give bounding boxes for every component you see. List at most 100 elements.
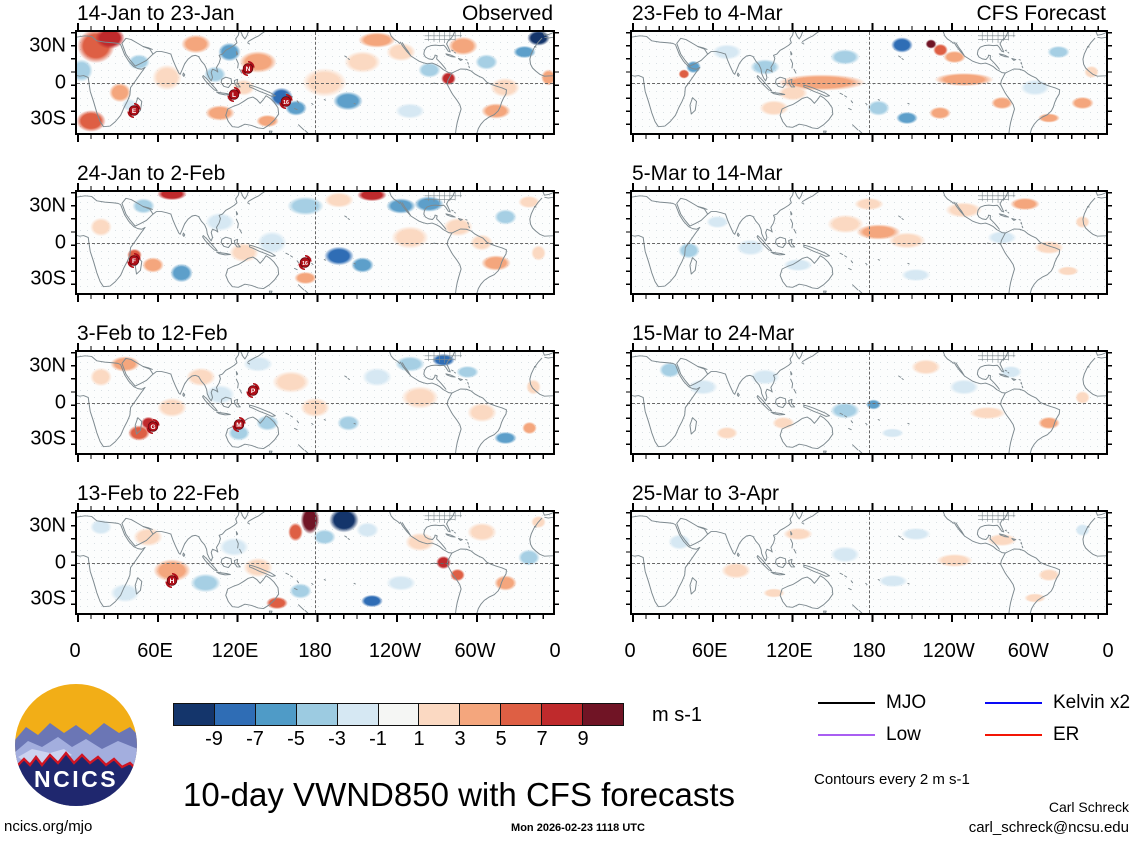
anomaly-blob [238, 354, 277, 375]
anomaly-blob [491, 429, 520, 446]
panel-title: 15-Mar to 24-Mar [632, 322, 795, 345]
colorbar-unit: m s-1 [652, 704, 702, 726]
anomaly-blob [510, 44, 539, 61]
map-canvas: G M P [77, 352, 553, 453]
tick-marks-right [554, 352, 559, 453]
map-canvas: H [77, 512, 553, 613]
anomaly-blob [176, 32, 216, 57]
anomaly-blob [438, 70, 458, 87]
anomaly-blob [897, 266, 936, 283]
colorbar-segment [336, 704, 378, 725]
anomaly-blob [892, 109, 922, 126]
anomaly-blob [491, 207, 520, 228]
anomaly-blob [1034, 111, 1064, 124]
anomaly-blob [982, 229, 1021, 246]
lat-label: 30N [29, 194, 66, 217]
legend-item: Low [818, 724, 921, 746]
anomaly-blob [153, 395, 192, 420]
anomaly-blob [674, 240, 704, 261]
legend-line [818, 701, 875, 705]
anomaly-blob [850, 196, 888, 213]
cyclone-icon: P [246, 383, 261, 399]
lon-label: 0 [549, 640, 561, 662]
tick-marks-right [1107, 512, 1112, 613]
lon-label: 0 [1102, 640, 1114, 662]
svg-text:H: H [170, 577, 175, 584]
lon-label: 120W [368, 640, 422, 662]
tick-marks-bottom-major [77, 614, 553, 622]
anomaly-blob [253, 112, 282, 129]
anomaly-blob [467, 232, 496, 253]
legend-line [985, 733, 1042, 737]
colorbar-segment [459, 704, 501, 725]
lon-label: 60W [454, 640, 496, 662]
anomaly-blob [167, 260, 196, 285]
svg-text:E: E [132, 108, 137, 115]
lat-label: 30N [29, 514, 66, 537]
map-canvas [632, 32, 1106, 133]
anomaly-blob [138, 254, 168, 275]
anomaly-blob [334, 412, 363, 433]
anomaly-blob [462, 520, 501, 545]
map-panel-forecast [626, 503, 1112, 622]
lon-label: 0 [69, 640, 81, 662]
map-panel-observed: H [71, 503, 559, 622]
dateline-gridline [315, 352, 316, 453]
anomaly-blob [778, 526, 817, 543]
colorbar-tick-label: 1 [413, 728, 425, 750]
tick-marks-bottom-major [632, 614, 1106, 622]
anomaly-blob [224, 422, 254, 443]
tick-marks-left [71, 192, 76, 293]
anomaly-blob [234, 48, 282, 77]
anomaly-blob [295, 395, 335, 420]
anomaly-blob [153, 192, 192, 203]
colorbar-tick-label: 9 [577, 728, 589, 750]
anomaly-blob [215, 535, 254, 560]
lon-label: 0 [624, 640, 636, 662]
anomaly-blob [391, 100, 430, 121]
map-panel-observed: G M P [71, 343, 559, 462]
anomaly-blob [410, 194, 449, 215]
cyclone-marker: F [127, 252, 142, 273]
credit-name: Carl Schreck [1048, 799, 1129, 815]
anomaly-blob [873, 572, 912, 589]
panel-title: 13-Feb to 22-Feb [77, 482, 240, 505]
tick-marks-bottom-major [77, 134, 553, 142]
cyclone-icon: M [231, 416, 246, 433]
cyclone-icon: F [127, 252, 142, 269]
tick-marks-bottom-major [632, 294, 1106, 302]
panel-title: 23-Feb to 4-Mar [632, 2, 783, 25]
cyclone-icon: E [127, 102, 142, 119]
lon-label: 180 [852, 640, 886, 662]
anomaly-blob [519, 419, 539, 436]
anomaly-blob [286, 520, 306, 545]
map-canvas: F 16 [77, 192, 553, 293]
anomaly-blob [1068, 94, 1097, 111]
anomaly-blob [124, 52, 154, 73]
anomaly-blob [1072, 389, 1092, 406]
figure-title: 10-day VWND850 with CFS forecasts [182, 776, 736, 813]
anomaly-blob [124, 422, 154, 443]
anomaly-blob [448, 566, 468, 583]
tick-marks-right [554, 512, 559, 613]
colorbar-tick-label: 5 [495, 728, 507, 750]
anomaly-blob [310, 527, 339, 548]
cyclone-marker: 16 [298, 254, 313, 275]
cyclone-icon: L [227, 86, 242, 102]
anomaly-blob [826, 544, 865, 565]
lon-label: 120W [922, 640, 975, 662]
tick-marks-left [71, 32, 76, 133]
anomaly-blob [707, 42, 746, 63]
anomaly-blob [253, 412, 282, 433]
anomaly-blob [703, 214, 732, 231]
anomaly-blob [391, 354, 430, 375]
svg-text:M: M [236, 421, 242, 428]
dateline-gridline [315, 32, 316, 133]
svg-text:P: P [251, 388, 256, 395]
map-canvas: E L N 16 [77, 32, 553, 133]
anomaly-blob [944, 377, 983, 398]
map-panel-observed: F 16 [71, 183, 559, 302]
anomaly-blob [400, 530, 439, 555]
colorbar-segment [500, 704, 542, 725]
anomaly-blob [930, 552, 978, 569]
